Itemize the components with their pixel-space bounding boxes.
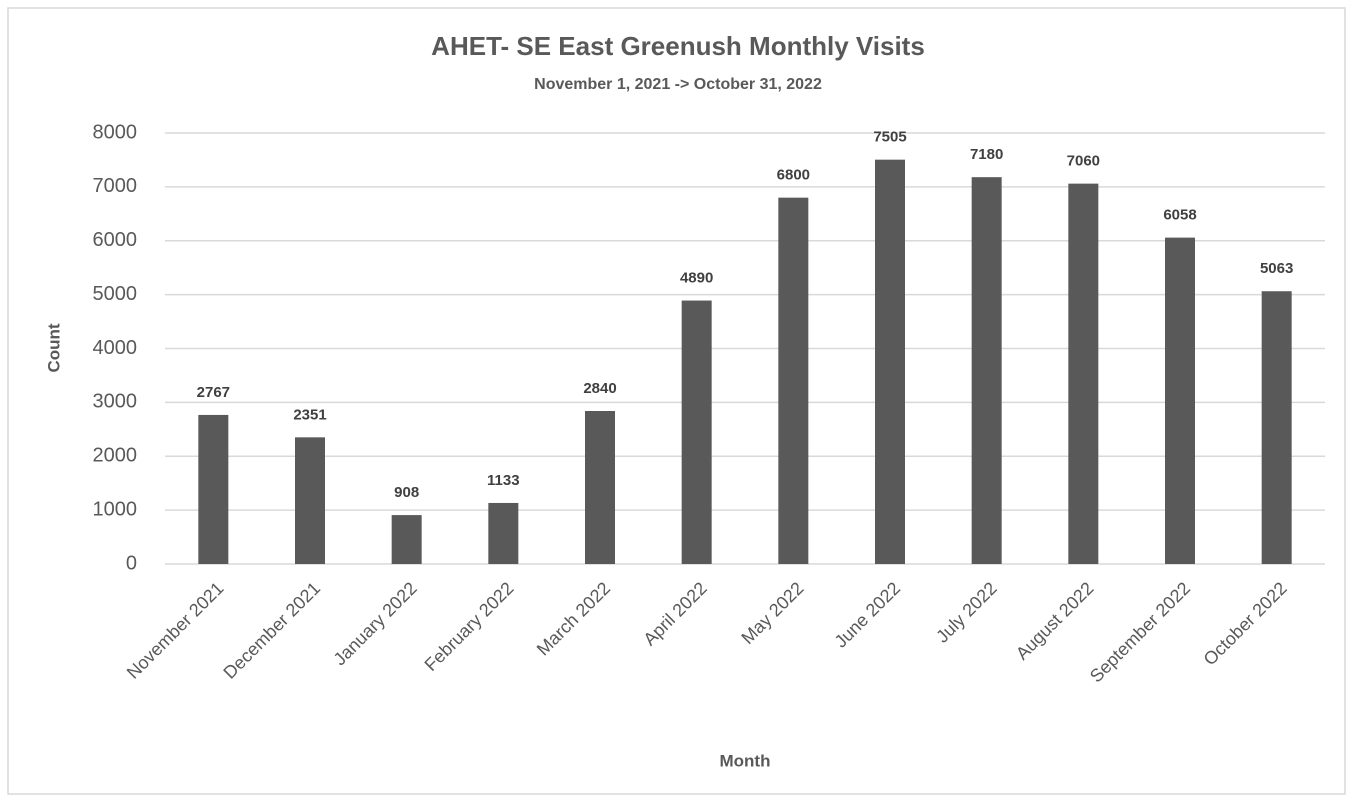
data-label: 7060: [1067, 153, 1100, 170]
y-tick-label: 3000: [93, 391, 138, 413]
bar: [681, 300, 712, 564]
data-label: 4890: [680, 270, 713, 287]
y-tick-label: 2000: [93, 445, 138, 467]
bar: [295, 437, 325, 564]
data-label: 1133: [487, 472, 520, 489]
bar: [1165, 237, 1195, 564]
y-tick-label: 0: [126, 552, 137, 574]
data-label: 7505: [873, 129, 906, 146]
y-tick-label: 5000: [93, 283, 138, 305]
x-axis-label: Month: [720, 751, 771, 770]
y-axis-label: Count: [44, 323, 63, 372]
y-tick-label: 7000: [93, 175, 138, 197]
bar: [875, 159, 905, 564]
bar: [585, 410, 615, 564]
data-label: 2351: [293, 406, 326, 423]
chart-border: [7, 7, 1346, 795]
data-label: 908: [394, 484, 419, 501]
bar: [1068, 183, 1099, 564]
data-label: 7180: [970, 146, 1003, 163]
data-label: 2767: [197, 384, 230, 401]
bar: [488, 502, 519, 564]
bar: [1261, 291, 1292, 564]
data-label: 5063: [1260, 260, 1293, 277]
y-tick-label: 4000: [93, 337, 138, 359]
y-tick-label: 8000: [93, 121, 138, 143]
bar: [391, 515, 422, 564]
y-tick-label: 1000: [93, 498, 138, 520]
bar: [971, 177, 1002, 565]
chart-title: AHET- SE East Greenush Monthly Visits: [431, 31, 925, 61]
bar: [778, 197, 809, 564]
bar: [198, 414, 229, 564]
data-label: 6058: [1163, 207, 1196, 224]
y-tick-label: 6000: [93, 229, 138, 251]
chart-subtitle: November 1, 2021 -> October 31, 2022: [534, 76, 822, 93]
data-label: 6800: [777, 167, 810, 184]
data-label: 2840: [583, 380, 616, 397]
